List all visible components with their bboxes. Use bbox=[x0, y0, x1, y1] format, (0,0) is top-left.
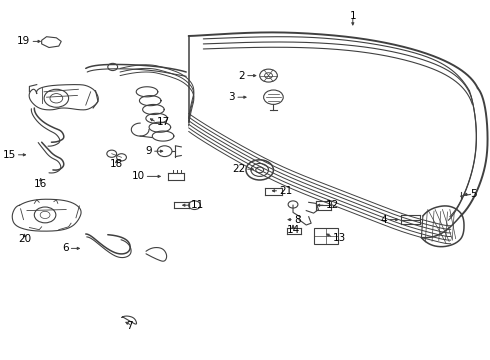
Text: 16: 16 bbox=[34, 179, 48, 189]
Text: 3: 3 bbox=[228, 92, 235, 102]
Text: 17: 17 bbox=[157, 117, 170, 127]
Text: 11: 11 bbox=[191, 200, 204, 210]
Text: 12: 12 bbox=[326, 200, 339, 210]
Text: 10: 10 bbox=[131, 171, 145, 181]
Text: 4: 4 bbox=[380, 215, 387, 225]
Text: 15: 15 bbox=[2, 150, 16, 160]
Text: 6: 6 bbox=[62, 243, 69, 253]
Text: 20: 20 bbox=[18, 234, 31, 244]
Text: 19: 19 bbox=[17, 36, 30, 46]
Text: 7: 7 bbox=[125, 321, 132, 331]
Text: 1: 1 bbox=[349, 11, 356, 21]
Bar bbox=[314, 228, 338, 244]
Text: 22: 22 bbox=[232, 164, 245, 174]
Text: 21: 21 bbox=[279, 186, 293, 196]
Text: 9: 9 bbox=[145, 146, 152, 156]
Text: 14: 14 bbox=[286, 225, 300, 235]
Text: 5: 5 bbox=[470, 189, 477, 199]
Text: 13: 13 bbox=[333, 233, 346, 243]
Text: 18: 18 bbox=[110, 159, 123, 169]
Text: 8: 8 bbox=[294, 215, 301, 225]
Text: 2: 2 bbox=[238, 71, 245, 81]
